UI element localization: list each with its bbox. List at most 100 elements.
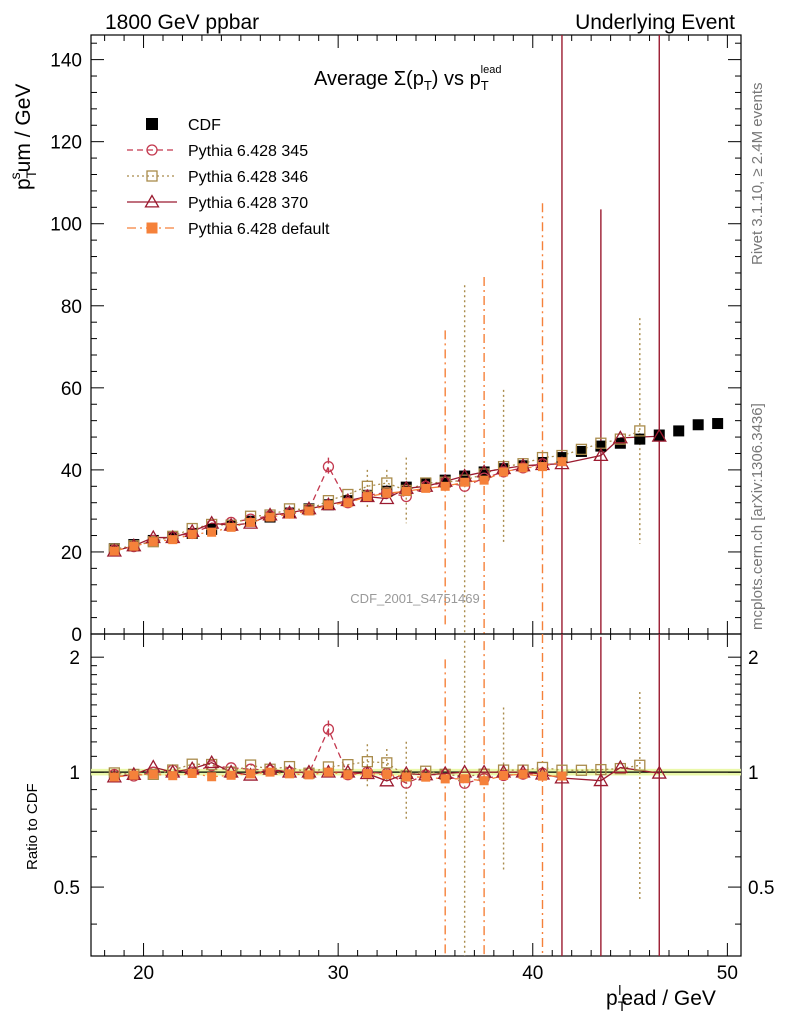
y-tick-label: 120	[50, 133, 82, 154]
side-text-bottom: mcplots.cern.ch [arXiv:1306.3436]	[749, 403, 766, 630]
x-tick-label: 20	[133, 963, 154, 984]
ratio-tick-label: 2	[69, 648, 80, 669]
data-point	[147, 536, 159, 548]
legend-label: CDF	[188, 117, 221, 134]
data-point	[401, 772, 411, 782]
data-point	[499, 467, 509, 477]
header-right-title: Underlying Event	[575, 11, 735, 34]
watermark: CDF_2001_S4751469	[350, 591, 479, 606]
data-point	[322, 460, 335, 473]
chart-title: Average Σ(pT) vs pTlead	[314, 64, 501, 93]
y-tick-label: 80	[61, 297, 82, 318]
data-point	[207, 772, 217, 782]
data-point	[557, 457, 567, 467]
data-point	[382, 488, 392, 498]
data-point	[343, 770, 353, 780]
ratio-series-line	[114, 761, 640, 778]
data-point	[612, 759, 628, 774]
ratio-series-markers	[106, 723, 667, 789]
data-point	[147, 768, 159, 780]
ratio-panel-frame	[90, 633, 742, 957]
data-point	[285, 509, 295, 519]
ratio-panel: 20 30 40 50 0.5 0.5 1 1 2 2	[54, 633, 774, 984]
main-error-bars	[327, 35, 660, 634]
data-point	[187, 529, 197, 539]
data-point	[479, 475, 489, 485]
y-tick-label: 0	[71, 625, 82, 646]
ratio-ticks: 20 30 40 50 0.5 0.5 1 1 2 2	[54, 634, 774, 984]
data-point	[187, 768, 197, 778]
data-point	[226, 522, 236, 532]
data-point	[323, 767, 333, 777]
data-point	[304, 770, 314, 780]
data-point	[381, 477, 393, 489]
data-point	[612, 430, 628, 444]
ratio-series-line	[114, 727, 543, 784]
data-point	[204, 754, 220, 769]
data-point	[634, 433, 646, 445]
data-point	[207, 527, 217, 537]
data-point	[146, 170, 158, 182]
data-point	[479, 776, 489, 786]
x-tick-label: 50	[717, 963, 738, 984]
data-point	[401, 486, 411, 496]
data-point	[381, 757, 393, 769]
data-point	[460, 774, 470, 784]
y-tick-label: 40	[61, 461, 82, 482]
data-point	[148, 537, 158, 547]
data-point	[651, 428, 667, 442]
data-point	[651, 765, 667, 779]
main-series-markers	[106, 418, 724, 557]
data-point	[109, 772, 119, 782]
y-tick-label: 20	[61, 543, 82, 564]
legend-label: Pythia 6.428 370	[188, 195, 308, 212]
data-point	[265, 767, 275, 777]
ratio-tick-label-right: 2	[748, 648, 759, 669]
data-point	[246, 769, 256, 779]
series-line	[114, 430, 641, 550]
x-tick-label: 40	[522, 963, 543, 984]
ratio-error-bars	[327, 634, 660, 956]
data-point	[148, 769, 158, 779]
data-point	[379, 490, 395, 505]
data-point	[460, 477, 470, 487]
x-tick-label: 30	[328, 963, 349, 984]
ratio-tick-label-right: 1	[748, 763, 759, 784]
data-point	[557, 771, 567, 781]
x-axis-label: pTlead / GeV	[606, 982, 716, 1014]
ratio-axis-label: Ratio to CDF	[24, 783, 41, 870]
data-point	[109, 546, 119, 556]
data-point	[575, 443, 588, 456]
main-ticks: 0 20 40 60 80 100 120 140	[50, 35, 741, 646]
legend-label: Pythia 6.428 345	[188, 143, 308, 160]
data-point	[712, 418, 724, 430]
data-point	[146, 144, 158, 156]
data-point	[634, 425, 646, 437]
data-point	[343, 498, 353, 508]
data-point	[146, 118, 158, 130]
data-point	[593, 772, 609, 787]
data-point	[265, 512, 275, 522]
data-point	[129, 541, 139, 551]
ratio-tick-label-right: 0.5	[748, 878, 774, 899]
data-point	[518, 769, 528, 779]
legend-label: Pythia 6.428 346	[188, 169, 308, 186]
y-tick-label: 140	[50, 51, 82, 72]
data-point	[246, 517, 256, 527]
ratio-tick-label: 1	[69, 763, 80, 784]
data-point	[304, 506, 314, 516]
data-point	[440, 481, 450, 491]
data-point	[575, 764, 588, 776]
data-point	[146, 222, 158, 234]
data-point	[440, 774, 450, 784]
data-point	[168, 771, 178, 781]
data-point	[673, 425, 685, 437]
data-point	[421, 483, 431, 493]
data-point	[362, 769, 372, 779]
y-axis-label-text: pTsum / GeV	[7, 84, 39, 190]
data-point	[593, 447, 609, 462]
data-point	[537, 462, 547, 472]
chart-title-main: Average Σ(pT) vs pTlead	[314, 64, 501, 93]
data-point	[499, 770, 509, 780]
